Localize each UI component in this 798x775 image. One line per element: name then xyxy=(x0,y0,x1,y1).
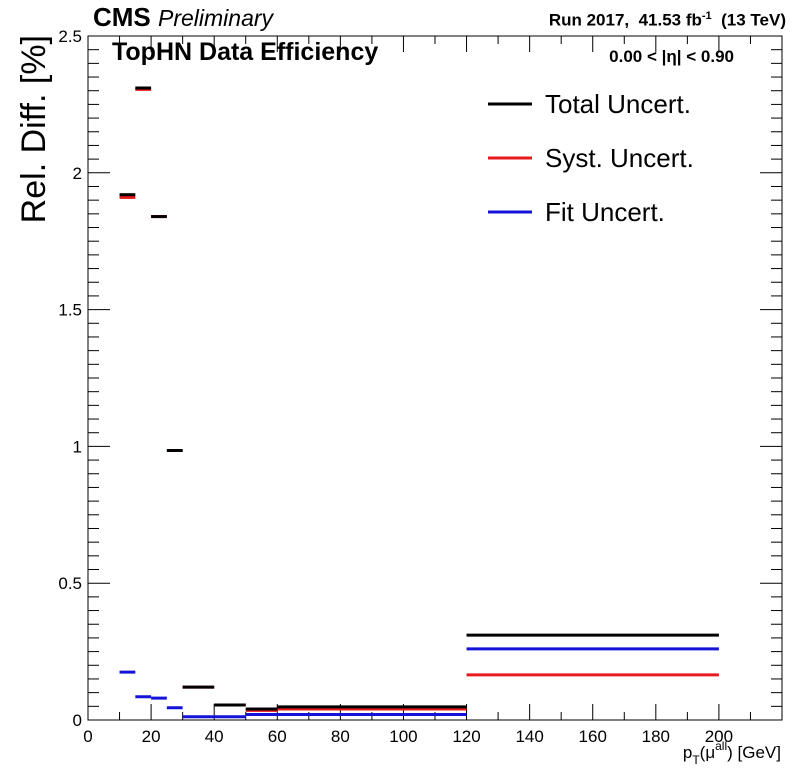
x-axis-title-close: ) [GeV] xyxy=(727,743,781,762)
data-marks xyxy=(119,86,719,719)
cms-label: CMS xyxy=(93,2,151,32)
x-tick-label: 0 xyxy=(83,727,92,746)
legend-total-label: Total Uncert. xyxy=(545,89,691,119)
lumi-exponent: -1 xyxy=(701,10,712,22)
x-axis-title-sub: T xyxy=(692,753,700,767)
x-axis-title-sup: all xyxy=(715,739,727,753)
y-tick-label: 2 xyxy=(73,164,82,183)
y-axis-title: Rel. Diff. [%] xyxy=(15,35,53,223)
x-tick-label: 200 xyxy=(705,727,733,746)
x-axis-title-base: p xyxy=(683,743,692,762)
lumi-value: 41.53 fb xyxy=(638,10,702,30)
legend-syst-label: Syst. Uncert. xyxy=(545,143,694,173)
x-tick-label: 40 xyxy=(205,727,224,746)
x-tick-label: 140 xyxy=(515,727,543,746)
plot-frame xyxy=(87,35,783,721)
chart-title: TopHN Data Efficiency xyxy=(112,38,379,66)
lumi-label: Run 2017, 41.53 fb-1 (13 TeV) xyxy=(549,10,786,31)
y-tick-label: 1.5 xyxy=(58,301,82,320)
energy-label: (13 TeV) xyxy=(721,10,786,30)
experiment-label: CMS Preliminary xyxy=(93,2,273,33)
plot-frame-border xyxy=(87,35,783,721)
y-tick-label: 2.5 xyxy=(58,27,82,46)
x-tick-label: 100 xyxy=(389,727,417,746)
y-tick-label: 0.5 xyxy=(58,574,82,593)
legend-fit-label: Fit Uncert. xyxy=(545,197,665,227)
eta-range-annotation: 0.00 < |η| < 0.90 xyxy=(609,47,734,66)
x-tick-label: 160 xyxy=(579,727,607,746)
x-tick-label: 120 xyxy=(452,727,480,746)
y-tick-label: 0 xyxy=(73,711,82,730)
legend: Total Uncert. Syst. Uncert. Fit Uncert. xyxy=(488,89,694,227)
preliminary-label: Preliminary xyxy=(158,5,274,31)
x-tick-label: 20 xyxy=(142,727,161,746)
x-tick-label: 180 xyxy=(642,727,670,746)
x-axis-title: pT(μall) [GeV] xyxy=(683,739,781,767)
x-tick-label: 60 xyxy=(268,727,287,746)
x-tick-label: 80 xyxy=(331,727,350,746)
run-label: Run 2017, xyxy=(548,10,630,30)
x-axis-title-open: (μ xyxy=(700,743,715,762)
y-tick-label: 1 xyxy=(73,437,82,456)
y-axis: 0 0.5 1 1.5 2 2.5 xyxy=(58,27,782,730)
